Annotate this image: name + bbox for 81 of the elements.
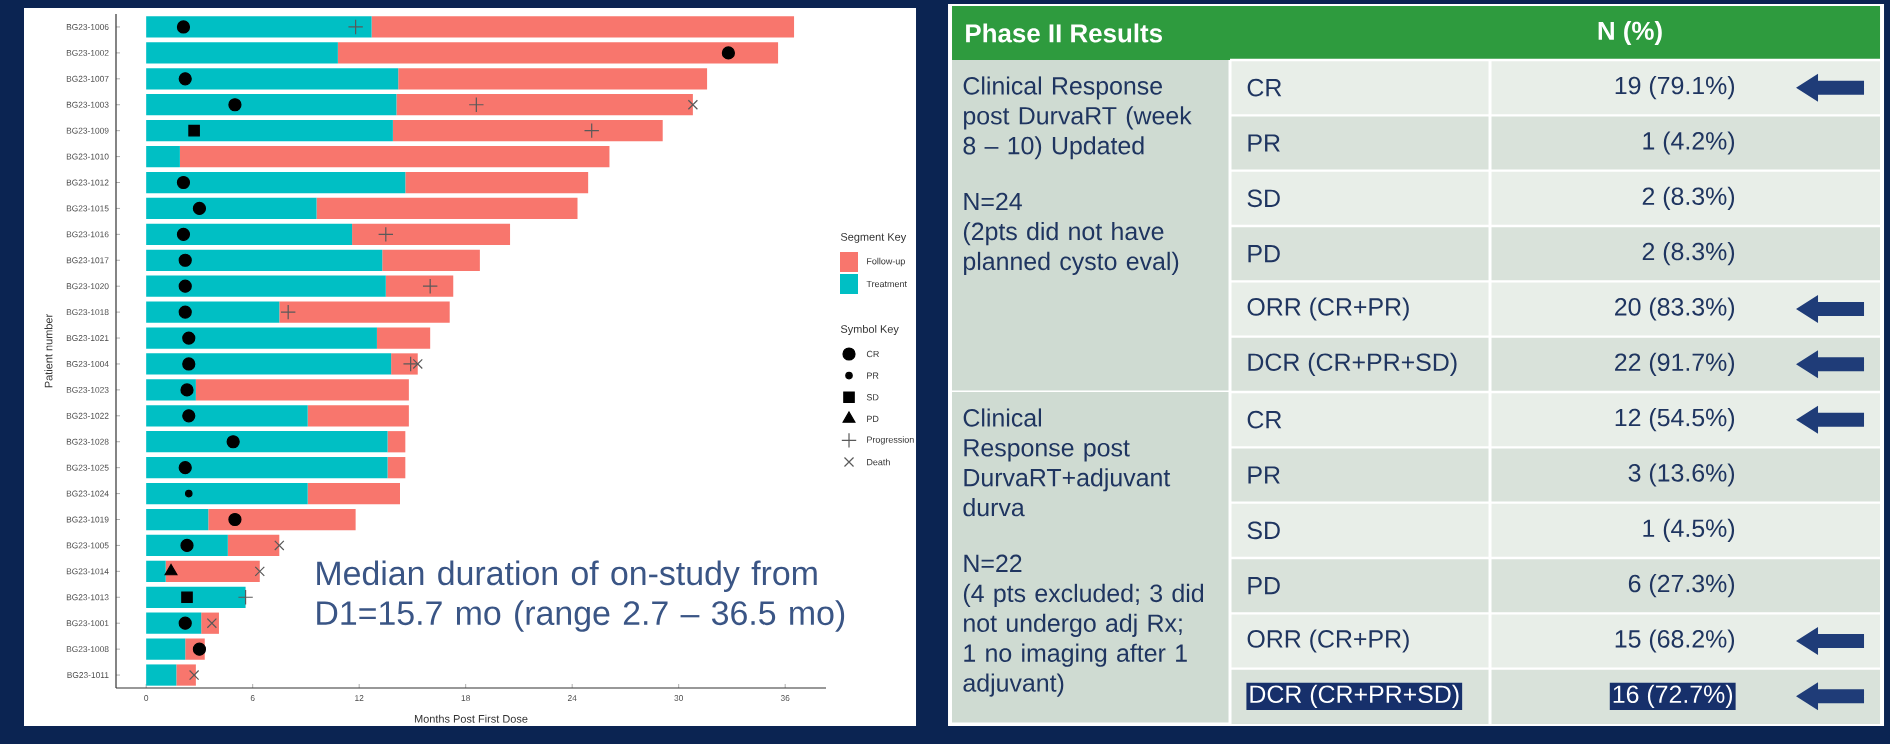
text: 6 (27.3%) — [1628, 574, 1735, 598]
text: N=22 — [964, 554, 1022, 572]
bar — [146, 68, 399, 90]
text: 20 (83.3%) — [1615, 297, 1735, 321]
bar — [146, 405, 308, 427]
bar — [398, 68, 708, 90]
category-label: SD — [1247, 521, 1280, 540]
bar — [392, 120, 663, 142]
text: 12 (54.5%) — [1615, 408, 1735, 432]
bar — [227, 534, 280, 557]
bar — [352, 223, 511, 245]
text: 3 (13.6%) — [1628, 463, 1735, 487]
bar — [146, 638, 186, 660]
bar — [146, 301, 280, 323]
bar — [146, 534, 228, 557]
bar — [146, 94, 397, 116]
bar — [165, 560, 260, 582]
bar — [146, 664, 177, 686]
bar — [279, 301, 450, 323]
text: Phase II Results — [966, 23, 1162, 43]
annotation: Median duration of on-study from D1=15.7 mo (range 2.7 – 36.5 mo) — [317, 560, 845, 632]
bar — [387, 431, 406, 453]
bar — [405, 171, 589, 194]
bar — [387, 457, 406, 479]
category-label: ORR (CR+PR) — [1247, 629, 1409, 653]
bar — [307, 482, 400, 505]
bar — [146, 327, 377, 349]
bar — [179, 145, 610, 168]
category-label: SD — [1247, 189, 1280, 208]
bar — [146, 145, 180, 168]
bar — [146, 197, 317, 220]
bar — [337, 42, 779, 64]
text: 16 (72.7%) — [1613, 684, 1733, 708]
bar — [208, 508, 356, 531]
category-label: ORR (CR+PR) — [1247, 297, 1409, 321]
text: 1 (4.2%) — [1643, 131, 1735, 155]
category-label: CR — [1247, 410, 1282, 429]
text: N (%) — [1598, 20, 1662, 46]
bar — [176, 664, 196, 686]
category-label: PR — [1248, 466, 1280, 484]
text: (2pts did not have planned cysto eval) — [963, 221, 1179, 276]
category-label: PD — [1248, 577, 1280, 595]
bar — [146, 560, 166, 582]
bar — [146, 457, 388, 479]
bar — [307, 405, 409, 427]
category-label: DCR (CR+PR+SD) — [1250, 684, 1459, 708]
bar — [146, 508, 209, 531]
bar — [201, 612, 219, 634]
bar — [146, 353, 392, 375]
bar — [146, 16, 372, 38]
text: 2 (8.3%) — [1642, 242, 1735, 266]
bar — [146, 275, 386, 297]
bar — [146, 482, 308, 505]
category-label: Clinical Response post DurvaRT+adjuvant durva — [963, 408, 1171, 517]
category-label: PR — [1248, 134, 1280, 152]
bar — [391, 353, 418, 375]
text: 19 (79.1%) — [1615, 76, 1735, 100]
bar — [316, 197, 578, 220]
bar — [146, 42, 338, 64]
category-label: Clinical Response post DurvaRT (week 8 – 10) Updated — [963, 76, 1192, 160]
bar — [396, 94, 693, 116]
text: N=24 — [964, 192, 1022, 211]
text: 15 (68.2%) — [1615, 629, 1735, 653]
bar — [376, 327, 431, 349]
bar — [195, 379, 409, 401]
bar — [146, 120, 393, 142]
bar — [146, 586, 246, 608]
category-label: DCR (CR+PR+SD) — [1248, 352, 1457, 376]
bar — [385, 275, 454, 297]
text: 1 (4.5%) — [1643, 518, 1735, 542]
bar — [382, 249, 480, 271]
bar — [146, 249, 383, 271]
bar — [146, 171, 406, 194]
text: 22 (91.7%) — [1615, 352, 1735, 376]
category-label: CR — [1247, 78, 1282, 97]
bar — [146, 223, 353, 245]
bar — [146, 431, 388, 453]
text: 2 (8.3%) — [1642, 186, 1735, 210]
text: (4 pts excluded; 3 did not undergo adj Rx; 1 no imaging after 1 adjuvant) — [963, 583, 1204, 697]
category-label: PD — [1248, 245, 1280, 263]
bar — [371, 16, 795, 38]
